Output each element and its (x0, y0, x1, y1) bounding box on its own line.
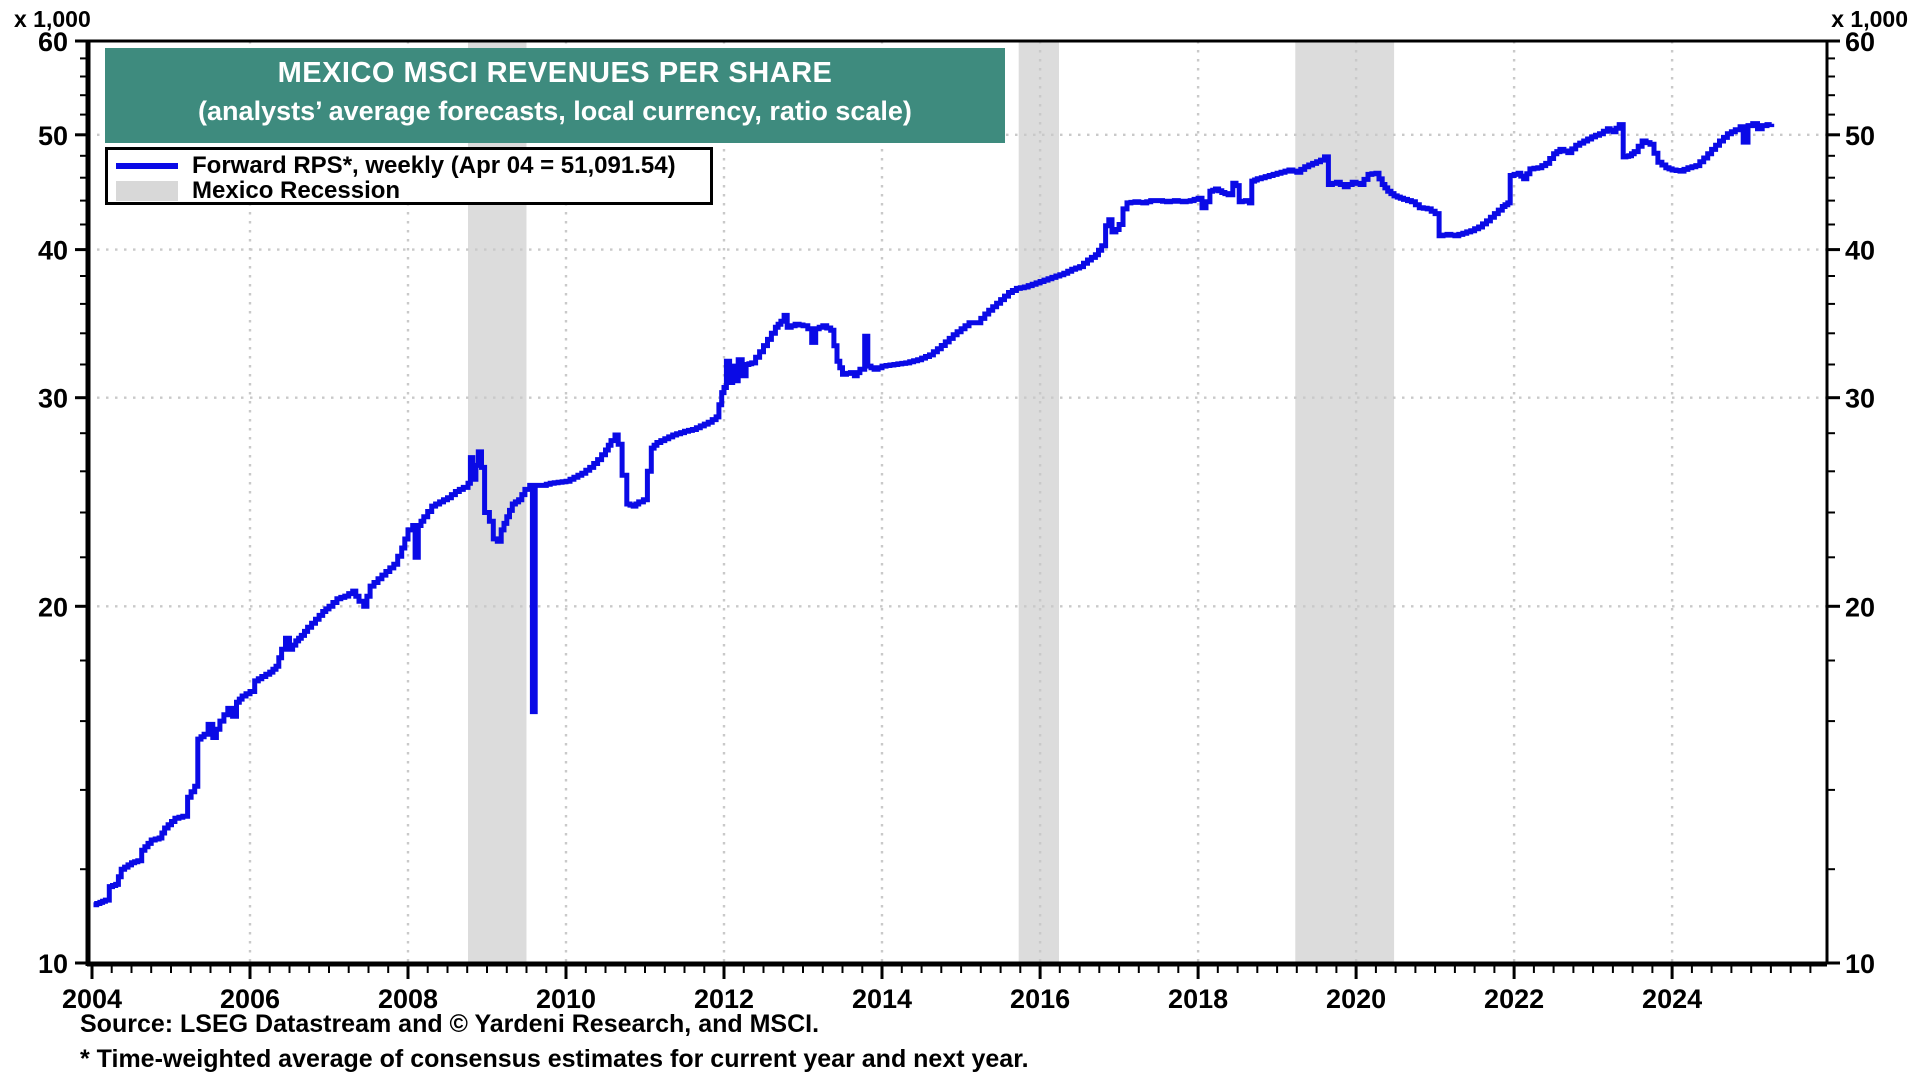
y-tick-label-left: 60 (38, 27, 68, 57)
x-tick-label: 2016 (1010, 984, 1070, 1014)
y-tick-label-right: 40 (1845, 236, 1875, 266)
y-tick-label-right: 60 (1845, 27, 1875, 57)
chart-title-box: MEXICO MSCI REVENUES PER SHARE (analysts… (105, 48, 1005, 143)
x-tick-label: 2008 (378, 984, 438, 1014)
y-tick-label-left: 40 (38, 236, 68, 266)
x-tick-label: 2012 (694, 984, 754, 1014)
legend-label-recession: Mexico Recession (192, 176, 401, 204)
legend-label-forward-rps: Forward RPS*, weekly (Apr 04 = 51,091.54… (192, 151, 676, 179)
x-tick-label: 2022 (1484, 984, 1544, 1014)
y-tick-label-left: 30 (38, 384, 68, 414)
x-tick-label: 2010 (536, 984, 596, 1014)
legend-item-recession: Mexico Recession (116, 176, 710, 204)
x-tick-label: 2020 (1326, 984, 1386, 1014)
recession-band (1295, 41, 1395, 963)
legend-item-forward-rps: Forward RPS*, weekly (Apr 04 = 51,091.54… (116, 151, 710, 179)
line-swatch-icon (116, 162, 178, 169)
x-tick-label: 2014 (852, 984, 912, 1014)
x-tick-label: 2006 (220, 984, 280, 1014)
y-tick-label-right: 20 (1845, 592, 1875, 622)
x-tick-label: 2018 (1168, 984, 1228, 1014)
source-note: Source: LSEG Datastream and © Yardeni Re… (80, 1010, 820, 1038)
y-tick-label-right: 30 (1845, 384, 1875, 414)
x-tick-label: 2024 (1642, 984, 1702, 1014)
y-tick-label-right: 10 (1845, 949, 1875, 979)
y-axis-unit-right: x 1,000 (1831, 6, 1908, 32)
y-tick-label-left: 20 (38, 592, 68, 622)
x-tick-label: 2004 (62, 984, 122, 1014)
y-tick-label-right: 50 (1845, 121, 1875, 151)
recession-band (1018, 41, 1059, 963)
forward-rps-line (93, 121, 1775, 908)
y-axis-unit-left: x 1,000 (14, 6, 91, 32)
legend: Forward RPS*, weekly (Apr 04 = 51,091.54… (105, 147, 713, 205)
footnote: * Time-weighted average of consensus est… (80, 1045, 1029, 1073)
y-tick-label-left: 10 (38, 949, 68, 979)
recession-swatch-icon (116, 180, 178, 201)
chart-subtitle: (analysts’ average forecasts, local curr… (198, 96, 912, 126)
y-tick-label-left: 50 (38, 121, 68, 151)
chart-title: MEXICO MSCI REVENUES PER SHARE (277, 57, 833, 89)
